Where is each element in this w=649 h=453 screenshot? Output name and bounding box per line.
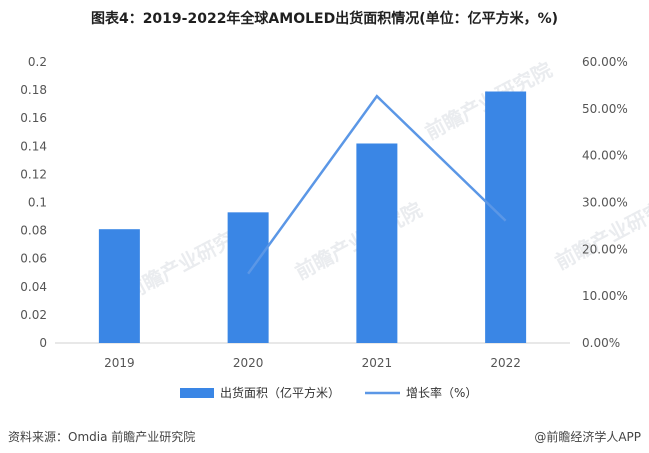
y-left-tick-label: 0.12 xyxy=(20,167,47,181)
y-right-tick-label: 20.00% xyxy=(582,242,628,256)
legend-label-line: 增长率（%） xyxy=(406,385,477,400)
bar-2019 xyxy=(98,229,140,343)
y-left-tick-label: 0.08 xyxy=(20,224,47,238)
x-tick-label: 2020 xyxy=(233,356,264,370)
y-left-tick-label: 0.02 xyxy=(20,308,47,322)
source-note: 资料来源：Omdia 前瞻产业研究院 xyxy=(8,430,196,444)
y-left-tick-label: 0.14 xyxy=(20,139,47,153)
y-left-tick-label: 0.18 xyxy=(20,83,47,97)
bar-2022 xyxy=(485,91,527,343)
x-tick-label: 2021 xyxy=(362,356,393,370)
bar-2021 xyxy=(356,143,398,343)
growth-line xyxy=(247,94,507,275)
y-left-tick-label: 0.1 xyxy=(28,196,47,210)
legend: 出货面积（亿平方米） 增长率（%） xyxy=(180,385,477,400)
y-right-tick-label: 50.00% xyxy=(582,102,628,116)
y-right-tick-label: 60.00% xyxy=(582,55,628,69)
y-left-tick-label: 0.16 xyxy=(20,111,47,125)
axes: 0 0.02 0.04 0.06 0.08 0.1 0.12 0.14 0.16 0.18 0.2 0… xyxy=(20,55,627,350)
y-left-tick-label: 0.04 xyxy=(20,280,47,294)
y-left-tick-label: 0.06 xyxy=(20,252,47,266)
brand-note: @前瞻经济学人APP xyxy=(534,430,641,444)
bars xyxy=(98,91,527,343)
bar-2020 xyxy=(227,212,269,343)
growth-line-path xyxy=(247,94,507,275)
legend-swatch-bar xyxy=(180,388,214,398)
legend-label-bar: 出货面积（亿平方米） xyxy=(220,385,340,400)
x-tick-label: 2022 xyxy=(490,356,521,370)
x-tick-labels: 2019 2020 2021 2022 xyxy=(104,356,521,370)
y-right-tick-label: 10.00% xyxy=(582,289,628,303)
chart-title: 图表4：2019-2022年全球AMOLED出货面积情况(单位：亿平方米，%) xyxy=(90,11,559,27)
y-right-tick-label: 40.00% xyxy=(582,149,628,163)
y-right-tick-label: 30.00% xyxy=(582,196,628,210)
x-tick-label: 2019 xyxy=(104,356,135,370)
y-right-tick-label: 0.00% xyxy=(582,336,620,350)
y-left-tick-label: 0 xyxy=(39,336,47,350)
y-left-tick-label: 0.2 xyxy=(28,55,47,69)
